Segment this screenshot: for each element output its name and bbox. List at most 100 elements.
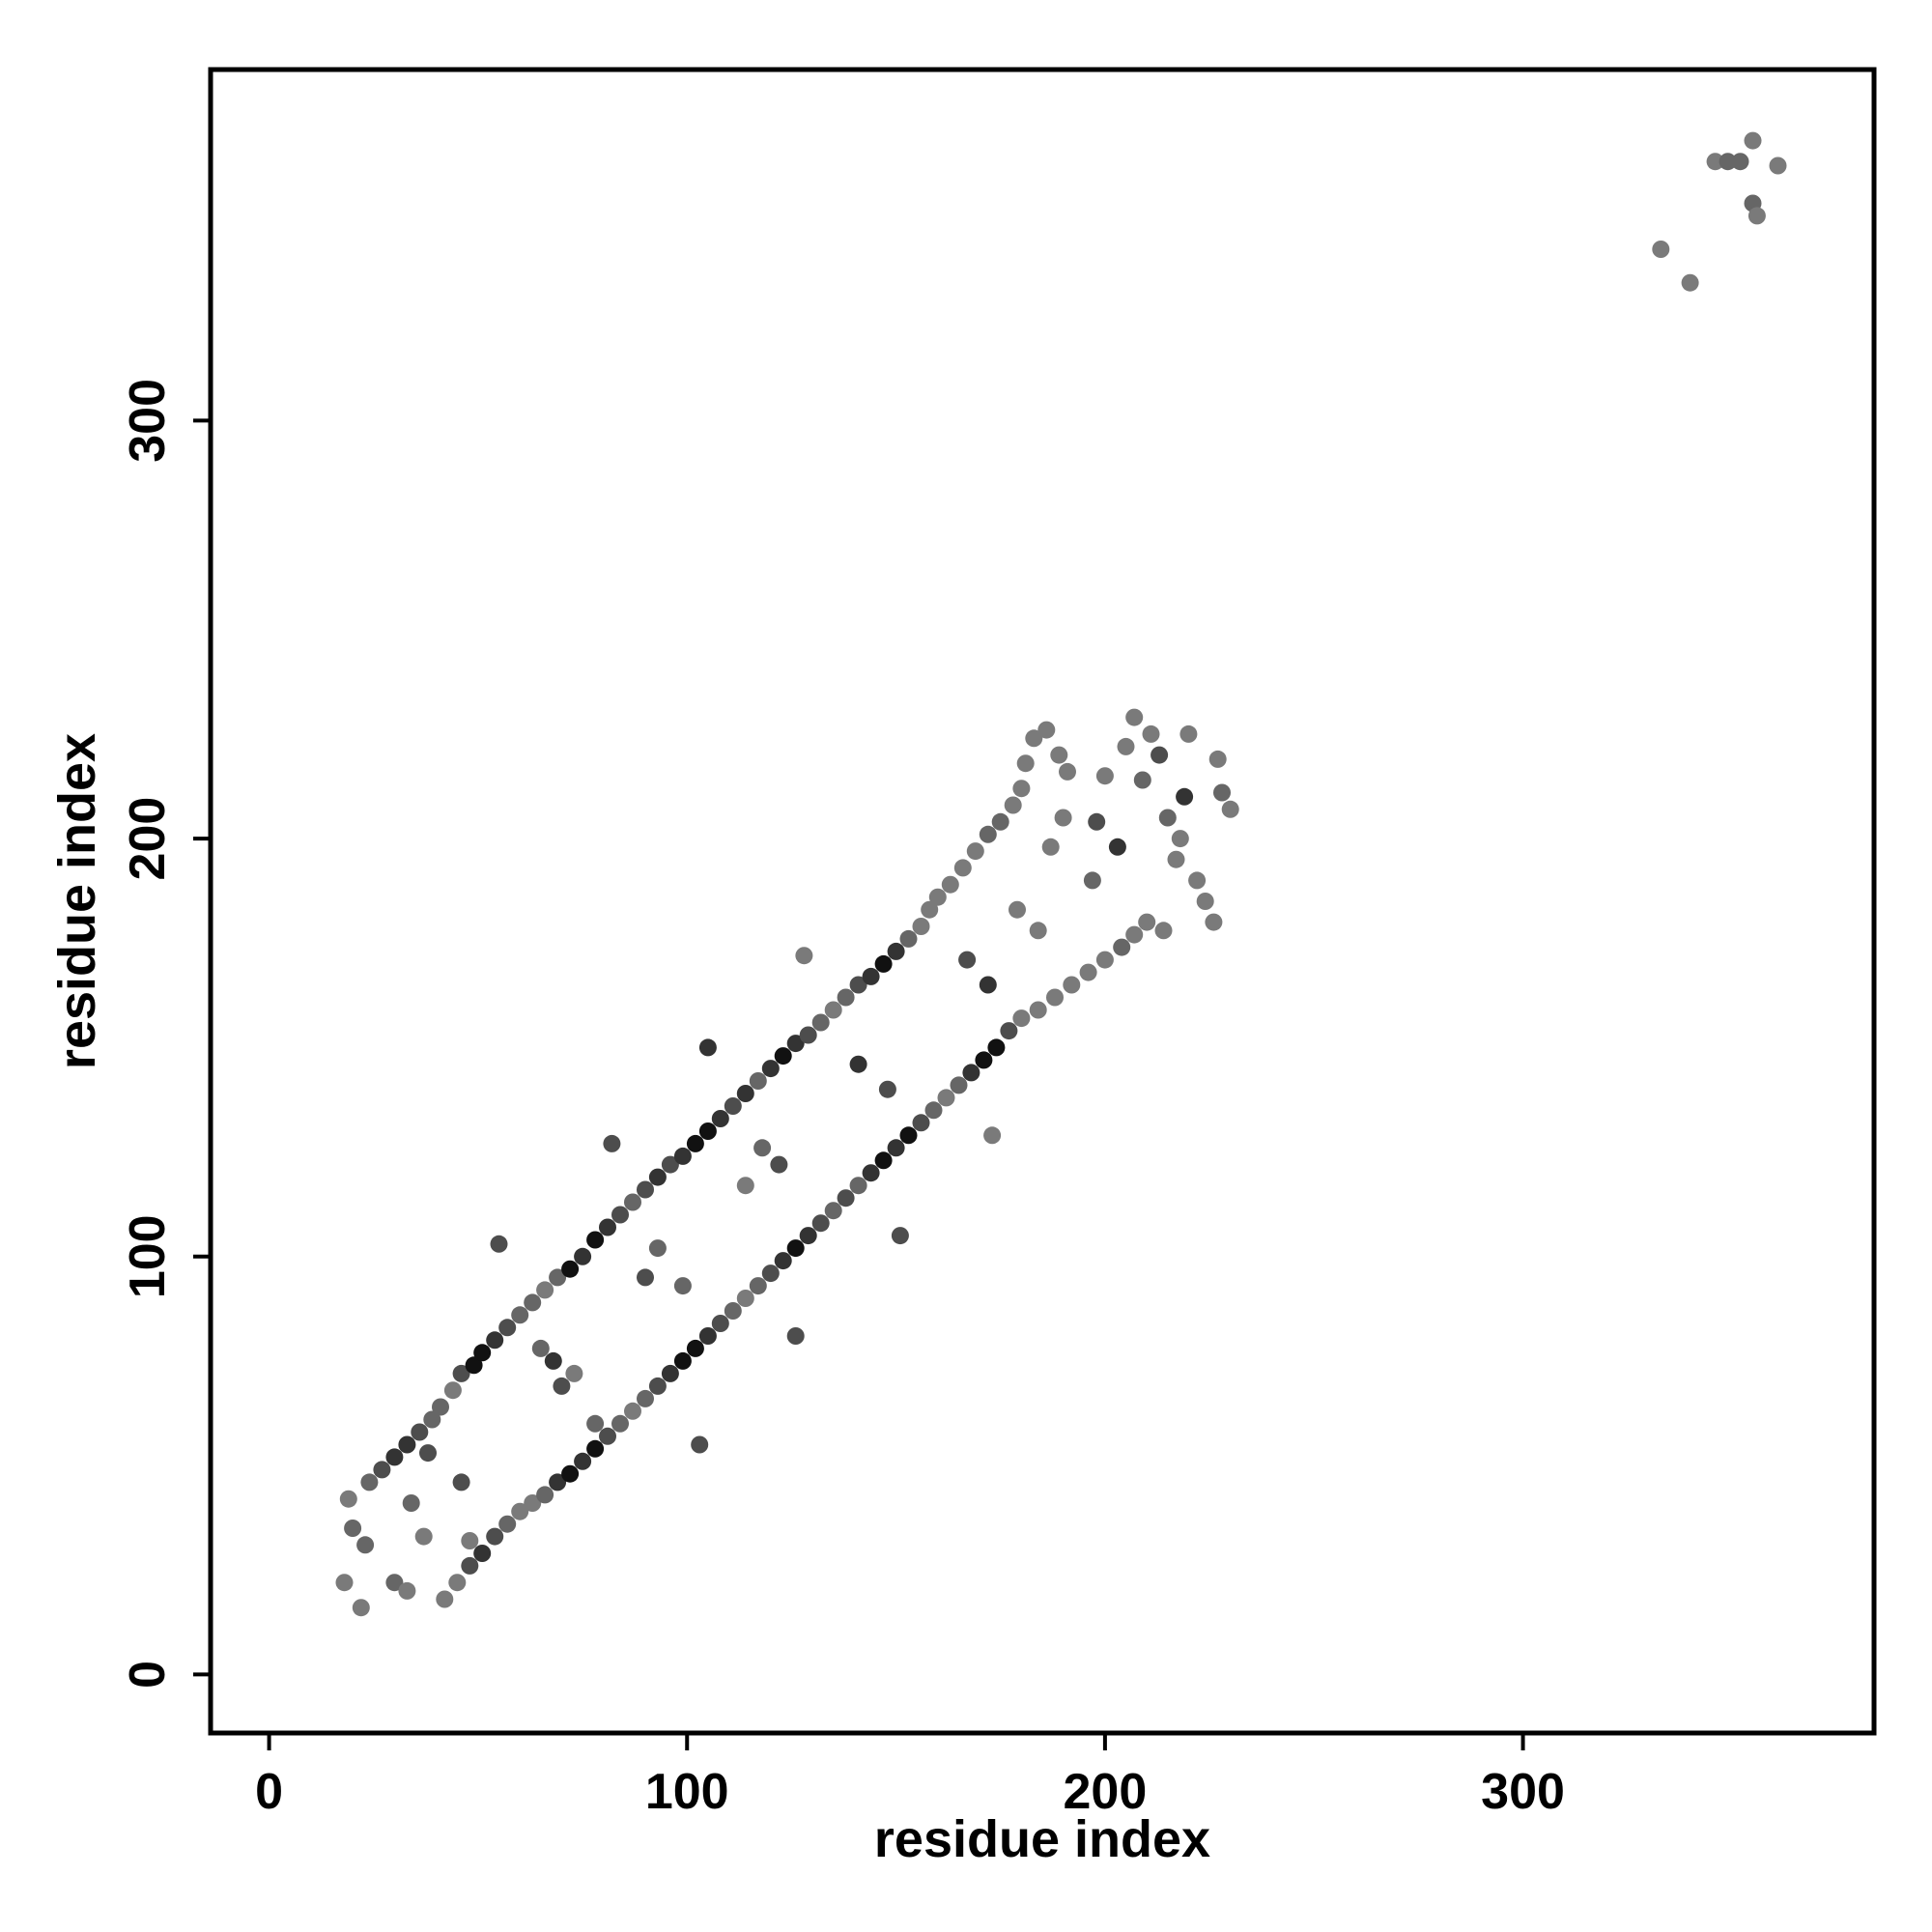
x-axis: 0 100 200 300 [255, 1733, 1565, 1820]
data-point [1004, 796, 1022, 814]
data-point [673, 1351, 692, 1370]
data-point [498, 1515, 517, 1533]
y-axis: 0 100 200 300 [120, 379, 211, 1689]
data-point [749, 1277, 767, 1295]
data-point [419, 1444, 437, 1463]
data-point [448, 1574, 467, 1592]
data-point [524, 1293, 542, 1312]
data-point [1221, 800, 1239, 818]
data-point [1154, 922, 1173, 940]
data-point [574, 1247, 592, 1265]
data-point [941, 875, 959, 894]
data-point [912, 918, 930, 935]
data-point [611, 1414, 629, 1433]
data-point [531, 1339, 550, 1357]
data-point [1054, 809, 1072, 827]
data-point [637, 1268, 654, 1287]
data-point [673, 1277, 692, 1295]
y-tick-label: 200 [120, 797, 176, 881]
data-point [1196, 893, 1214, 910]
data-point [824, 1001, 842, 1019]
data-point [874, 954, 893, 973]
data-point [1133, 771, 1151, 789]
data-point [1731, 153, 1749, 171]
data-point [461, 1556, 479, 1575]
data-point [979, 825, 997, 843]
data-point [1125, 708, 1144, 726]
data-point [611, 1206, 629, 1224]
data-point [849, 1055, 867, 1073]
data-point [1205, 913, 1223, 931]
data-point [711, 1315, 729, 1332]
data-point [432, 1398, 449, 1416]
data-point [761, 1060, 780, 1078]
data-point [561, 1260, 580, 1278]
data-point [490, 1235, 508, 1253]
y-tick-label: 300 [120, 379, 176, 463]
y-tick-label: 0 [120, 1661, 176, 1689]
data-point [1117, 737, 1135, 755]
data-point [648, 1239, 667, 1258]
data-point [953, 859, 972, 877]
data-point [1681, 273, 1699, 292]
data-point [1151, 746, 1169, 764]
data-point [862, 1164, 880, 1182]
data-point [1188, 871, 1207, 890]
data-point [983, 1126, 1002, 1145]
data-point [1046, 988, 1064, 1007]
data-point [1208, 750, 1227, 768]
data-point [544, 1351, 562, 1370]
data-point [1088, 812, 1106, 831]
data-point [385, 1448, 404, 1466]
data-point [1059, 762, 1076, 781]
data-point [924, 1101, 943, 1120]
data-point [335, 1574, 354, 1592]
data-point [511, 1502, 529, 1520]
data-point [837, 1189, 855, 1208]
data-point [411, 1423, 429, 1441]
data-point [899, 1126, 918, 1145]
data-point [661, 1155, 679, 1174]
data-point [398, 1435, 416, 1454]
data-point [1719, 153, 1737, 171]
data-point [899, 929, 918, 948]
data-point [736, 1177, 754, 1195]
x-tick-label: 100 [645, 1764, 729, 1820]
data-point [1095, 951, 1114, 969]
data-point [648, 1168, 667, 1186]
data-point [786, 1239, 805, 1258]
data-point [648, 1377, 667, 1395]
data-point [443, 1381, 462, 1400]
data-point [891, 1227, 909, 1245]
data-point [811, 1013, 830, 1032]
data-point [887, 1139, 905, 1157]
data-point [912, 1114, 930, 1132]
data-point [1171, 830, 1189, 848]
data-point [921, 900, 939, 919]
data-point [624, 1402, 641, 1420]
data-point [770, 1155, 788, 1174]
data-point [887, 942, 905, 960]
data-point [1213, 783, 1231, 802]
data-point [398, 1581, 416, 1600]
data-point [561, 1464, 580, 1483]
data-point [1652, 241, 1670, 258]
data-point [436, 1590, 454, 1608]
data-point [1041, 838, 1060, 856]
data-point [1706, 153, 1724, 171]
data-point [673, 1147, 692, 1165]
data-point [1095, 767, 1114, 785]
data-point [352, 1599, 370, 1617]
data-point [452, 1473, 470, 1492]
data-point [1012, 780, 1031, 798]
data-point [624, 1193, 641, 1211]
data-point [486, 1331, 504, 1350]
data-point [698, 1122, 717, 1140]
data-point [849, 1177, 867, 1195]
data-point [736, 1085, 754, 1102]
data-point [686, 1339, 704, 1357]
data-point [452, 1364, 470, 1382]
data-point [536, 1486, 554, 1504]
data-point [698, 1038, 717, 1057]
data-point [736, 1290, 754, 1307]
